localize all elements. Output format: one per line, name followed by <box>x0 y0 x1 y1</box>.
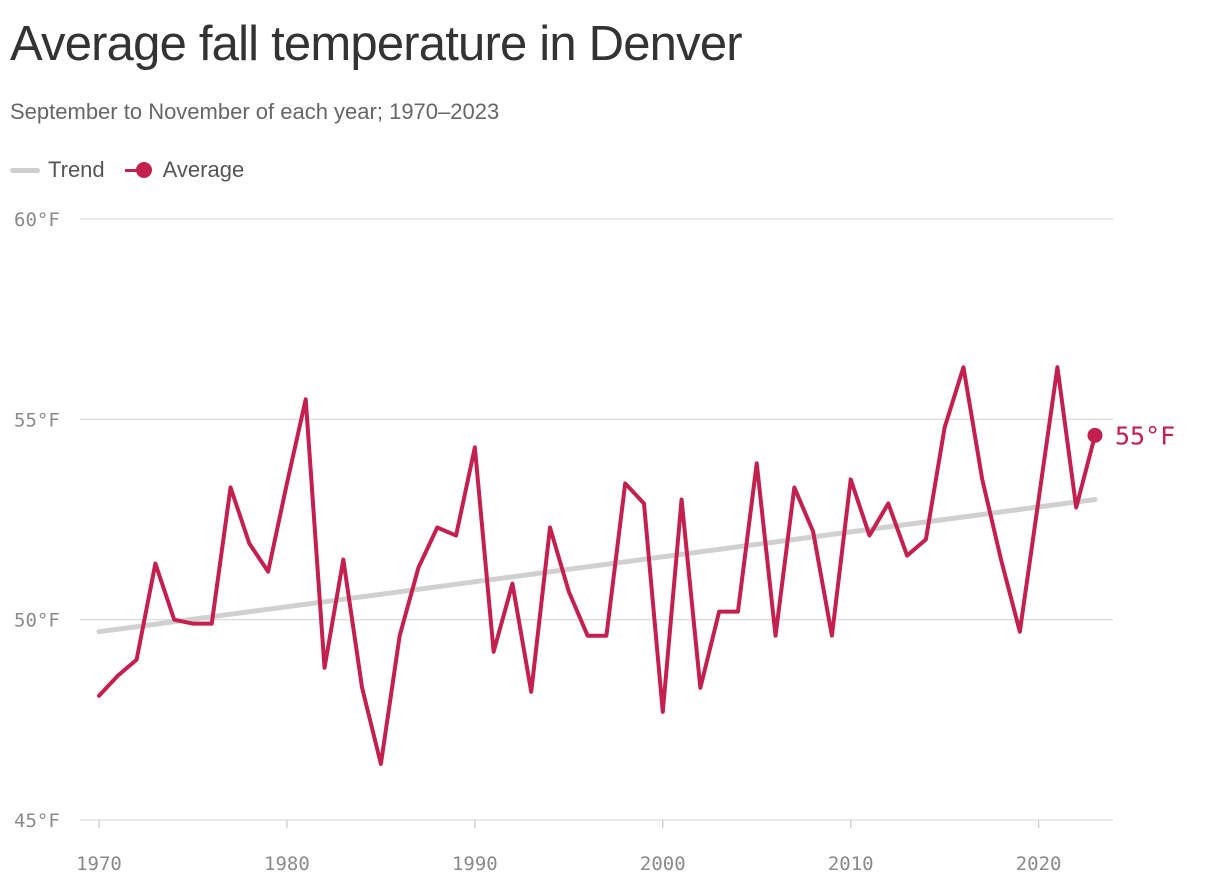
data-point-1976 <box>209 621 215 627</box>
data-point-2010 <box>848 476 854 482</box>
data-point-1982 <box>322 665 328 671</box>
data-point-1986 <box>397 633 403 639</box>
data-point-1994 <box>547 525 553 531</box>
legend-item-average: Average <box>124 157 245 183</box>
data-point-2011 <box>866 533 872 539</box>
legend-swatch-trend <box>10 167 40 173</box>
data-point-1983 <box>340 557 346 563</box>
data-point-2022 <box>1073 504 1079 510</box>
x-tick-label-2000: 2000 <box>640 853 686 875</box>
data-point-1971 <box>115 673 121 679</box>
data-point-1991 <box>491 649 497 655</box>
trend-line <box>96 496 1098 635</box>
data-point-2006 <box>773 633 779 639</box>
data-point-1979 <box>265 569 271 575</box>
data-point-2003 <box>716 609 722 615</box>
data-point-2005 <box>754 460 760 466</box>
data-point-1989 <box>453 533 459 539</box>
data-point-2002 <box>697 685 703 691</box>
data-point-2016 <box>960 364 966 370</box>
x-tick-label-2010: 2010 <box>828 853 874 875</box>
data-point-2020 <box>1036 496 1042 502</box>
data-point-2019 <box>1017 629 1023 635</box>
data-point-1990 <box>472 444 478 450</box>
legend-label-trend: Trend <box>48 157 105 182</box>
data-point-1970 <box>96 693 102 699</box>
x-tick-label-1990: 1990 <box>452 853 498 875</box>
data-point-1981 <box>303 396 309 402</box>
data-point-1997 <box>603 633 609 639</box>
data-point-1977 <box>228 484 234 490</box>
legend-swatch-average <box>124 162 153 178</box>
data-point-2000 <box>660 709 666 715</box>
x-tick-label-1970: 1970 <box>76 853 122 875</box>
data-point-1985 <box>378 761 384 767</box>
y-tick-label-60: 60°F <box>14 209 60 231</box>
data-point-2004 <box>735 609 741 615</box>
data-point-2009 <box>829 633 835 639</box>
y-tick-label-50: 50°F <box>14 610 60 632</box>
grid-lines <box>80 218 1113 821</box>
x-tick-label-2020: 2020 <box>1016 853 1062 875</box>
end-point-label: 55°F <box>1115 421 1175 450</box>
data-point-2014 <box>923 537 929 543</box>
data-point-2017 <box>979 476 985 482</box>
x-tick-label-1980: 1980 <box>264 853 310 875</box>
data-point-2007 <box>791 484 797 490</box>
data-point-1987 <box>415 565 421 571</box>
end-point-marker <box>1087 427 1103 443</box>
data-point-1975 <box>190 621 196 627</box>
chart-subtitle: September to November of each year; 1970… <box>10 99 500 124</box>
y-tick-label-45: 45°F <box>14 810 60 832</box>
data-point-2013 <box>904 553 910 559</box>
legend-item-trend: Trend <box>10 157 105 183</box>
data-point-2012 <box>885 500 891 506</box>
data-point-1978 <box>246 541 252 547</box>
data-point-2008 <box>810 529 816 535</box>
series-layer: 55°F <box>96 364 1175 767</box>
data-point-1998 <box>622 480 628 486</box>
data-point-2015 <box>942 424 948 430</box>
data-point-2018 <box>998 557 1004 563</box>
data-point-1974 <box>171 617 177 623</box>
data-point-1996 <box>585 633 591 639</box>
legend-label-average: Average <box>162 157 245 182</box>
data-point-1972 <box>134 657 140 663</box>
data-point-2001 <box>679 496 685 502</box>
data-point-1999 <box>641 500 647 506</box>
x-axis: 1970 1980 1990 2000 2010 2020 <box>76 820 1062 875</box>
y-tick-label-55: 55°F <box>14 409 60 431</box>
average-line <box>97 365 1097 766</box>
data-point-2021 <box>1054 364 1060 370</box>
data-point-1973 <box>152 561 158 567</box>
data-point-1995 <box>566 589 572 595</box>
data-point-1988 <box>434 525 440 531</box>
y-axis: 45°F 50°F 55°F 60°F <box>14 209 60 832</box>
chart-legend: Trend Average <box>10 156 264 184</box>
data-point-1980 <box>284 480 290 486</box>
data-point-1992 <box>509 581 515 587</box>
data-point-1993 <box>528 689 534 695</box>
chart-title: Average fall temperature in Denver <box>10 17 743 71</box>
data-point-1984 <box>359 685 365 691</box>
